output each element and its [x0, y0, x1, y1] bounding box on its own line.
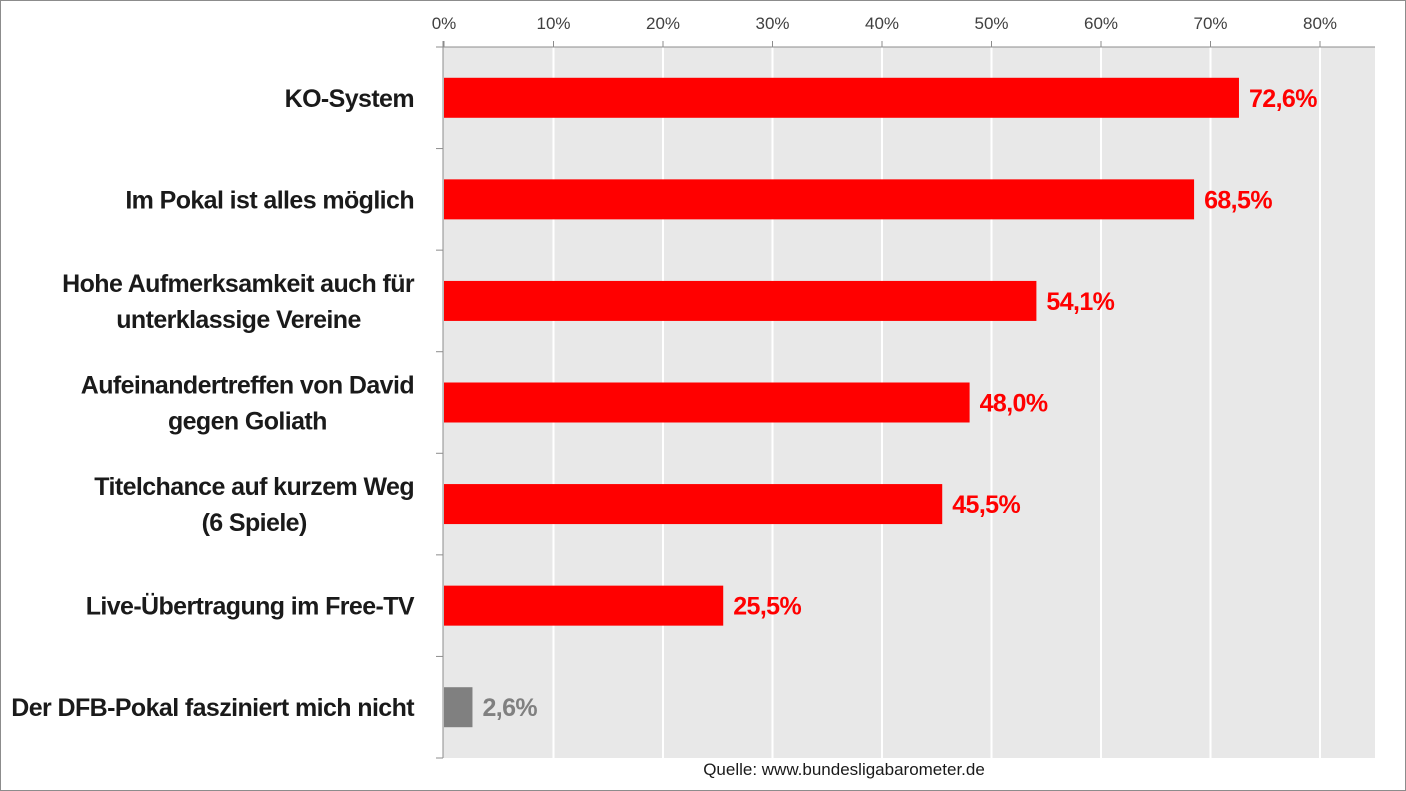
x-tick-label: 40% [865, 14, 899, 33]
x-tick-label: 10% [536, 14, 570, 33]
x-tick-label: 20% [646, 14, 680, 33]
category-label: Live-Übertragung im Free-TV [86, 592, 415, 621]
category-label: Hohe Aufmerksamkeit auch für [62, 270, 415, 298]
x-tick-label: 60% [1084, 14, 1118, 33]
bar [444, 179, 1195, 220]
category-label: unterklassige Vereine [116, 306, 361, 334]
category-label: Aufeinandertreffen von David [81, 372, 414, 400]
bar [444, 687, 473, 728]
category-label: gegen Goliath [168, 408, 327, 436]
category-label: Titelchance auf kurzem Weg [94, 473, 414, 501]
category-label: Der DFB-Pokal fasziniert mich nicht [11, 694, 415, 722]
category-label: Im Pokal ist alles möglich [125, 186, 414, 214]
x-tick-label: 50% [974, 14, 1008, 33]
bar [444, 77, 1239, 118]
x-tick-label: 30% [755, 14, 789, 33]
value-label: 25,5% [733, 593, 801, 621]
category-label: (6 Spiele) [202, 509, 307, 537]
bar [444, 484, 943, 525]
x-tick-label: 70% [1193, 14, 1227, 33]
value-label: 48,0% [980, 390, 1048, 418]
category-label: KO-System [285, 85, 414, 113]
source-note: Quelle: www.bundesligabarometer.de [703, 760, 985, 779]
value-label: 68,5% [1204, 186, 1272, 214]
value-label: 45,5% [952, 491, 1020, 519]
x-tick-label: 80% [1303, 14, 1337, 33]
bar [444, 585, 724, 626]
value-label: 2,6% [482, 694, 537, 722]
bar [444, 280, 1037, 321]
value-label: 54,1% [1046, 288, 1114, 316]
x-tick-label: 0% [432, 14, 457, 33]
value-label: 72,6% [1249, 85, 1317, 113]
bar [444, 382, 970, 423]
